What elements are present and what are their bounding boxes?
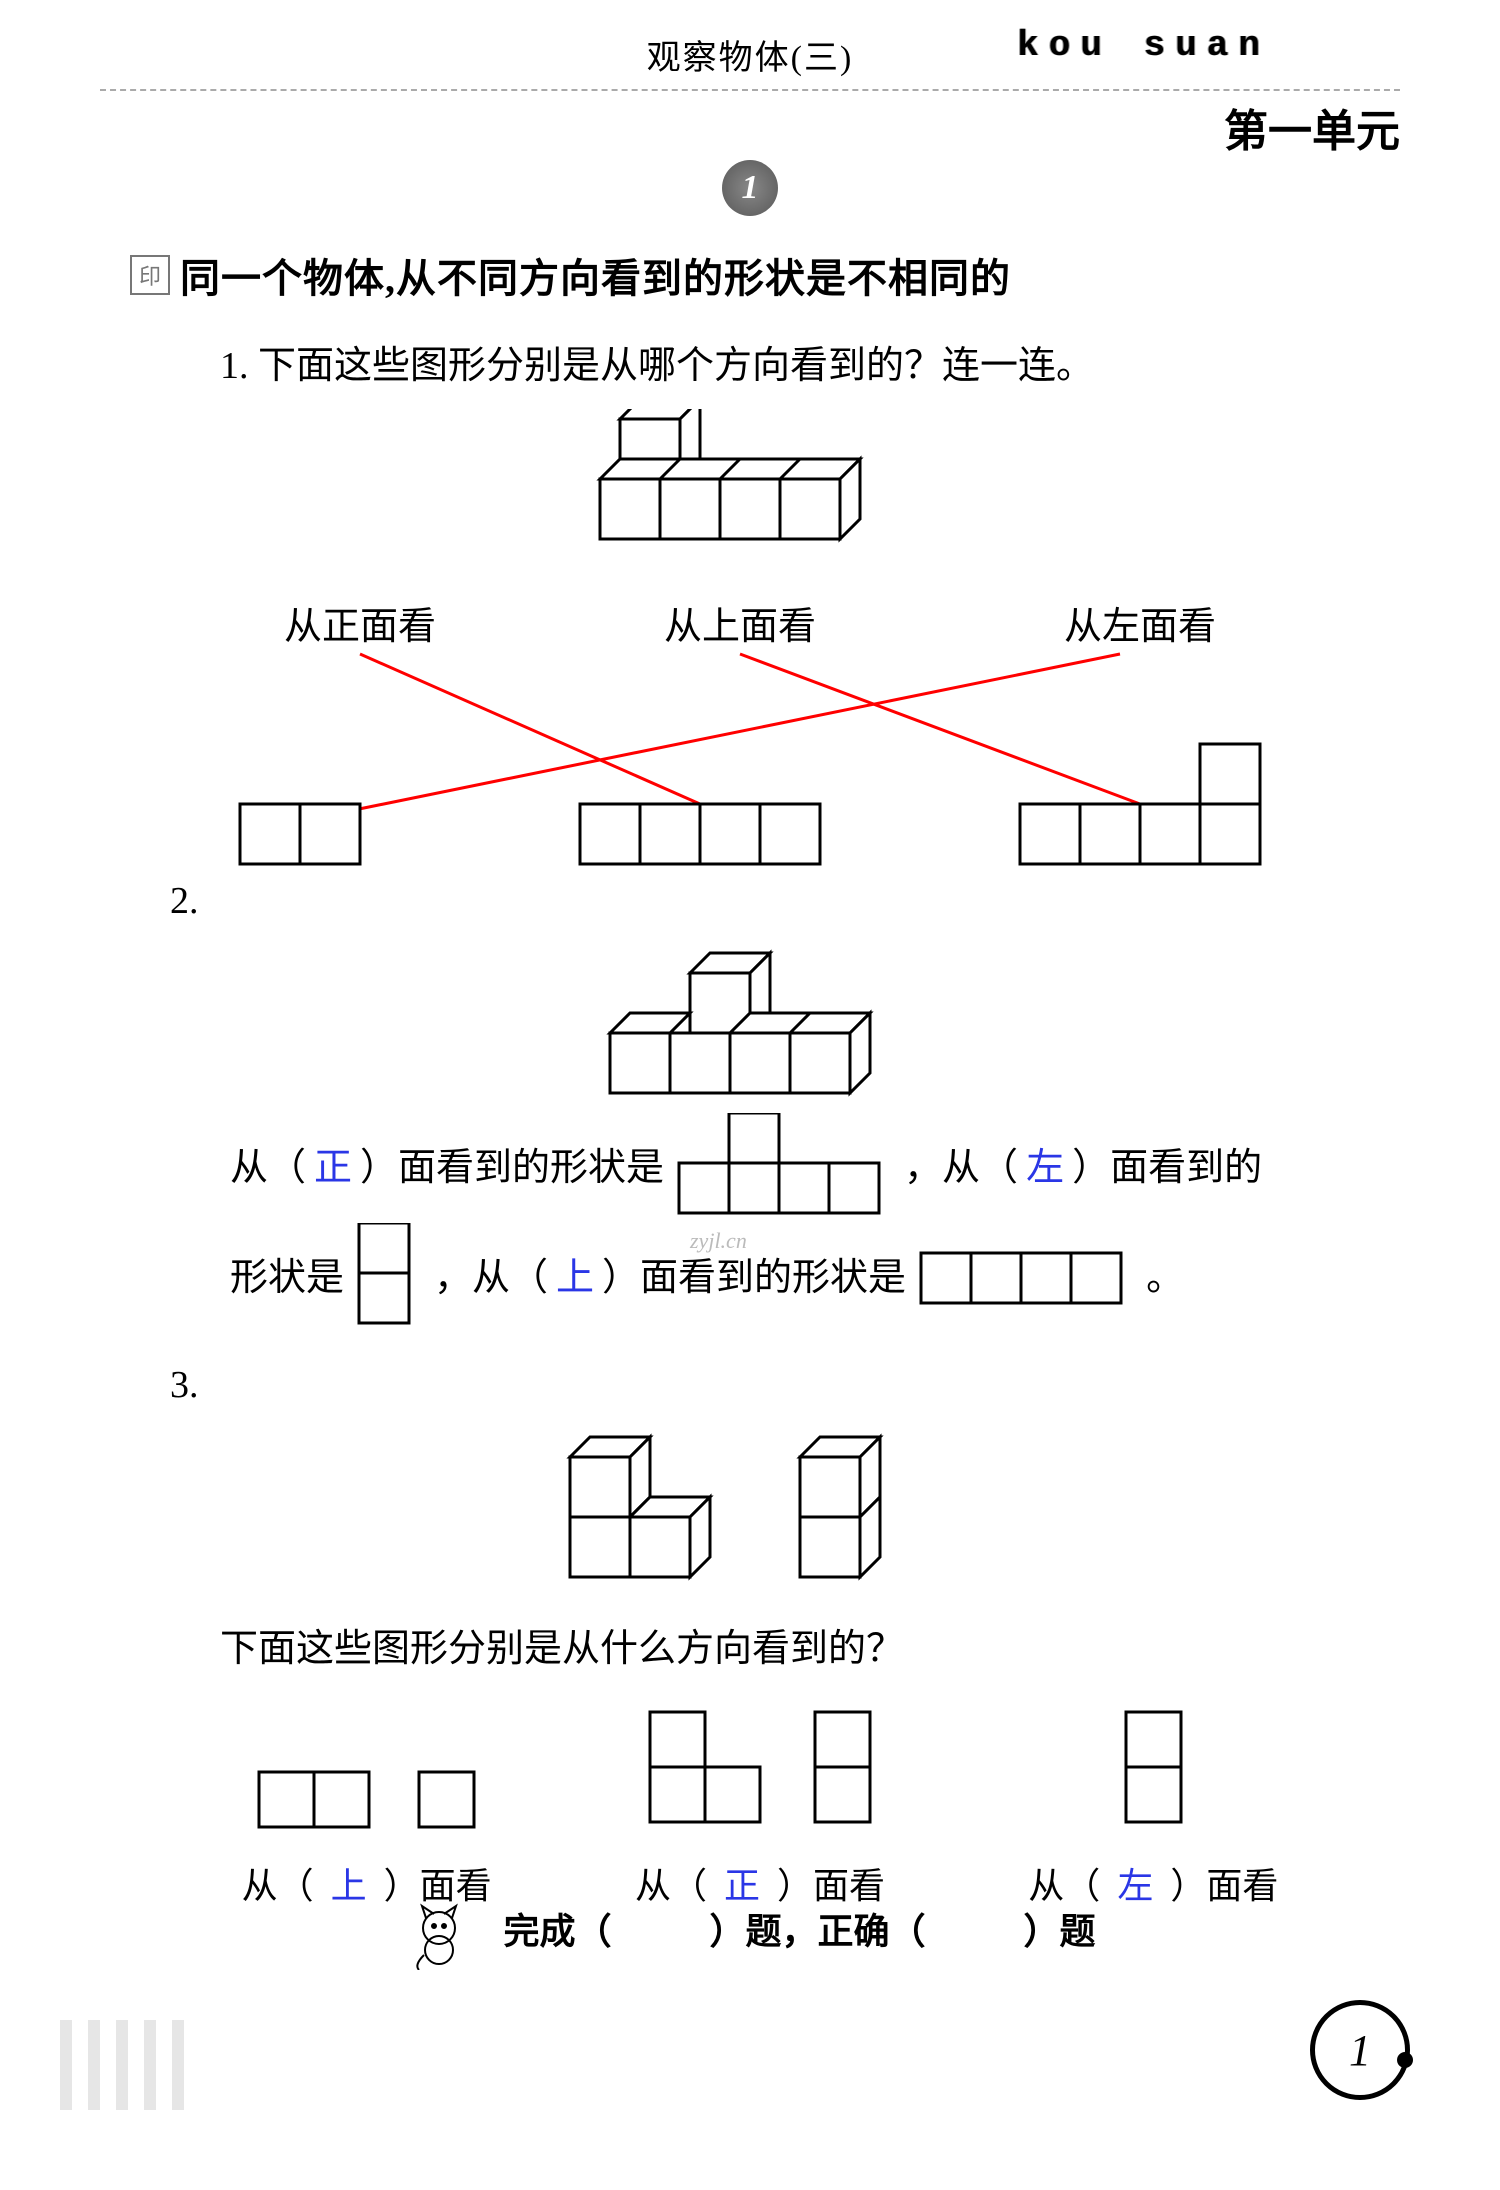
kousuan-label: kou suan	[1017, 25, 1270, 66]
q2-shape3	[916, 1248, 1136, 1308]
q2-t-p3a: 形状是	[230, 1240, 344, 1316]
page-number-wrap: 1	[1310, 2000, 1420, 2110]
cat-icon	[404, 1900, 474, 1970]
footer-done-pre: 完成（	[503, 1911, 611, 1951]
page-header: 观察物体(三) kou suan 第一单元	[0, 0, 1500, 140]
q2-ans2: 左	[1018, 1130, 1072, 1206]
section-head: 印 同一个物体,从不同方向看到的形状是不相同的	[130, 246, 1390, 304]
q1-answer-lines	[310, 654, 1140, 819]
q1-label-top: 从上面看	[664, 606, 816, 648]
header-divider	[100, 89, 1400, 91]
q1-label-left: 从左面看	[1064, 606, 1216, 648]
footer-done-post: ）题，正确（	[709, 1911, 925, 1951]
q3-opt2-shape-b	[810, 1707, 875, 1832]
q2-end: 。	[1146, 1240, 1184, 1316]
q2-ans1: 正	[306, 1130, 360, 1206]
watermark: zyjl.cn	[690, 1228, 747, 1254]
q2-t-p2a: ，从（	[904, 1130, 1018, 1206]
q2-ans3: 上	[548, 1240, 602, 1316]
footer-end: ）题	[1024, 1911, 1096, 1951]
q2-shape1	[674, 1113, 894, 1223]
q1-prompt: 1. 下面这些图形分别是从哪个方向看到的？连一连。	[220, 334, 1390, 389]
q2-t-p2b: ）面看到的	[1072, 1130, 1262, 1206]
lesson-badge: 1	[722, 160, 778, 216]
q2-figure	[580, 943, 940, 1113]
q3-opt1: 从（ 上 ）面看	[242, 1702, 492, 1909]
q3-opt3-shape	[1121, 1707, 1186, 1832]
stamp-icon: 印	[130, 255, 170, 295]
footer: 完成（ ）题，正确（ ）题	[0, 1900, 1500, 1970]
q2-t-p4a: ，从（	[434, 1240, 548, 1316]
q2-t-p1a: 从（	[230, 1130, 306, 1206]
q1-opt-a	[240, 804, 360, 864]
q1-label-front: 从正面看	[284, 606, 436, 648]
q3-opt3: 从（ 左 ）面看	[1028, 1702, 1278, 1909]
q3-opt2-shape-a	[645, 1707, 770, 1832]
q3-num: 3.	[170, 1363, 1390, 1407]
q1-opt-c	[1020, 744, 1260, 864]
unit-label: 第一单元	[1224, 95, 1400, 159]
q2-shape2	[354, 1223, 424, 1333]
content: 印 同一个物体,从不同方向看到的形状是不相同的 1. 下面这些图形分别是从哪个方…	[0, 246, 1500, 1909]
q3-opt1-shape-b	[414, 1767, 479, 1832]
barcode-strip	[60, 2020, 200, 2110]
q3-prompt: 下面这些图形分别是从什么方向看到的？	[220, 1617, 1390, 1672]
q2-line2: 形状是 ，从（ 上 ）面看到的形状是 。	[230, 1223, 1390, 1333]
q2-t-p1b: ）面看到的形状是	[360, 1130, 664, 1206]
q1-opt-b	[580, 804, 820, 864]
q3-opt2: 从（ 正 ）面看	[635, 1702, 885, 1909]
q3-opt1-shape-a	[254, 1767, 374, 1832]
q3-options-row: 从（ 上 ）面看 从（ 正 ）面看	[170, 1702, 1350, 1909]
section-title: 同一个物体,从不同方向看到的形状是不相同的	[180, 246, 1011, 304]
q3-figure	[550, 1427, 970, 1597]
chapter-title: 观察物体(三)	[0, 30, 1500, 79]
q2-t-p4b: ）面看到的形状是	[602, 1240, 906, 1316]
q1-figure: 从正面看 从上面看 从左面看	[160, 409, 1360, 869]
q2-num: 2.	[170, 879, 1390, 923]
q2-line1: 从（ 正 ）面看到的形状是 ，从（ 左 ）面看到的	[230, 1113, 1390, 1223]
